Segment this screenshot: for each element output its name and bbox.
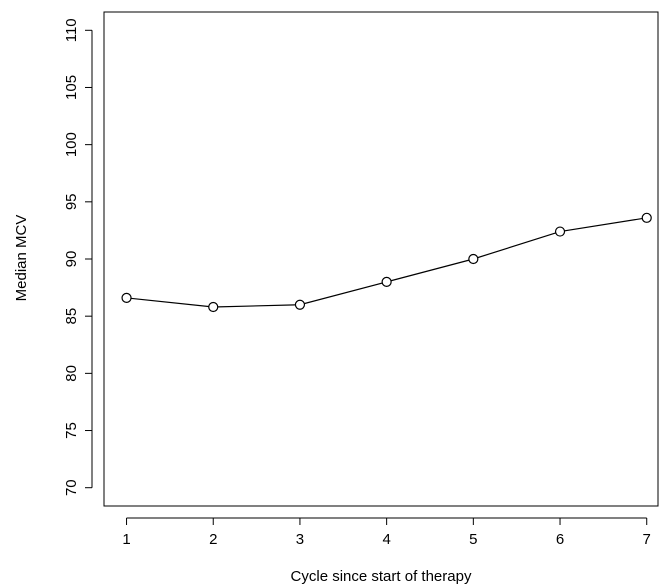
y-tick-label: 105	[63, 75, 80, 100]
data-point	[294, 299, 306, 310]
y-axis-title: Median MCV	[13, 215, 30, 302]
x-tick-label: 4	[382, 531, 390, 548]
y-tick-label: 85	[63, 308, 80, 325]
data-point	[468, 253, 479, 265]
y-tick-label: 100	[63, 132, 80, 157]
y-tick-label: 70	[63, 479, 80, 496]
data-point	[381, 276, 392, 287]
data-point	[554, 226, 566, 237]
y-tick-label: 75	[63, 422, 80, 439]
data-line	[126, 217, 647, 308]
x-tick-label: 5	[469, 531, 477, 548]
data-point	[208, 301, 219, 313]
y-tick-label: 80	[63, 365, 80, 382]
y-tick-label: 90	[63, 251, 80, 268]
plot-box	[103, 11, 659, 507]
x-tick-label: 6	[556, 531, 564, 548]
x-tick-label: 7	[643, 531, 651, 548]
x-axis-title: Cycle since start of therapy	[291, 568, 472, 585]
y-tick-label: 95	[63, 193, 80, 210]
data-point	[121, 292, 132, 303]
x-tick-label: 3	[296, 531, 304, 548]
data-point	[641, 212, 652, 223]
y-tick-label: 110	[63, 18, 80, 42]
x-tick-label: 1	[122, 531, 130, 548]
x-tick-label: 2	[209, 531, 217, 548]
